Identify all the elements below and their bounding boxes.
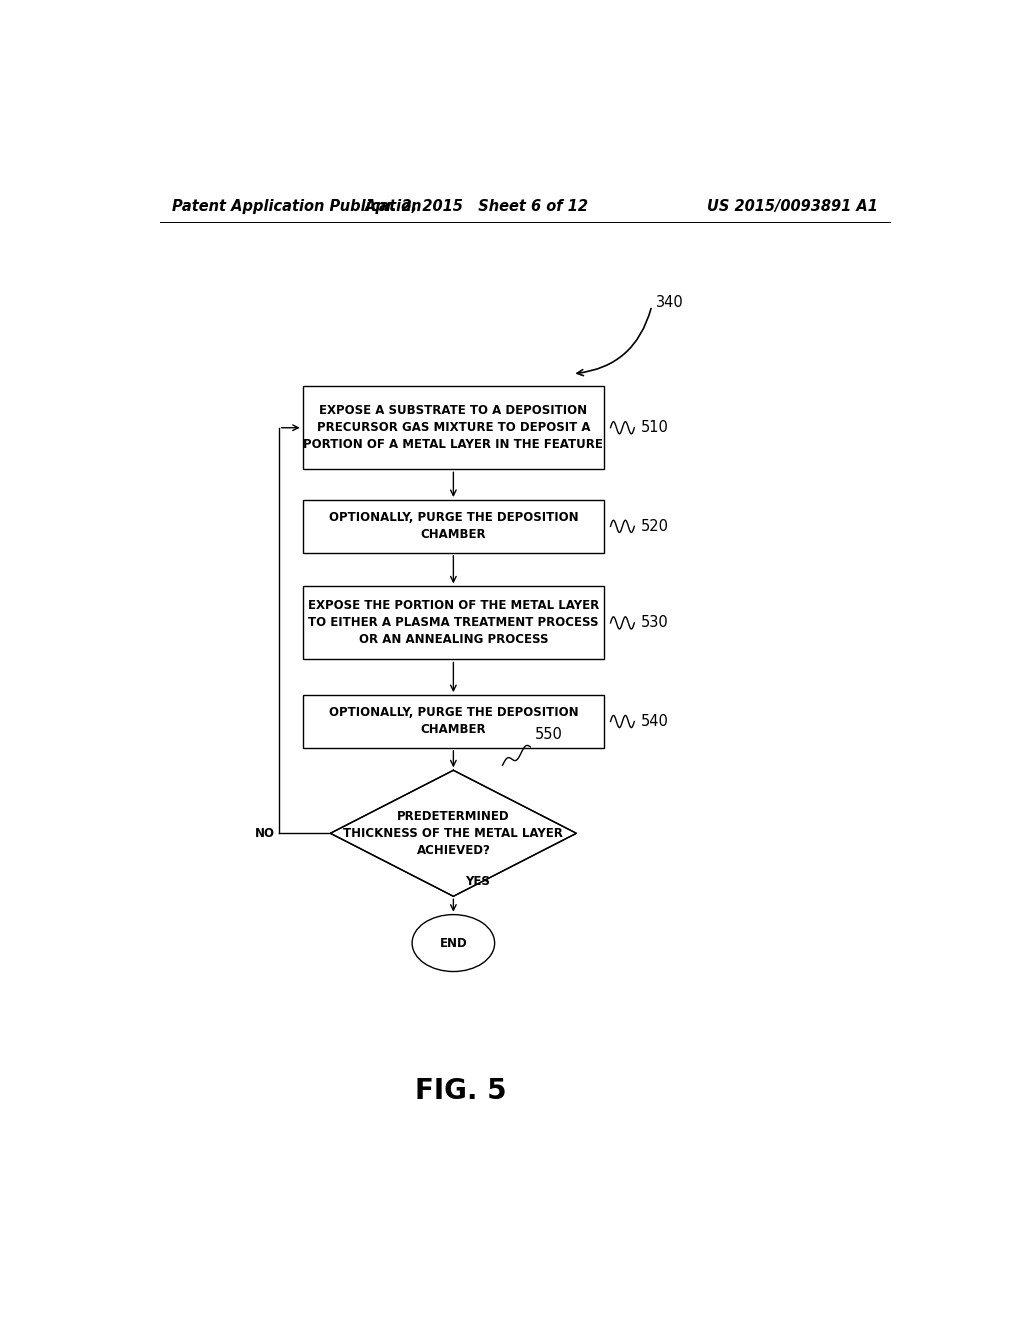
Text: END: END <box>439 937 467 949</box>
Text: 340: 340 <box>655 296 683 310</box>
Text: Apr. 2, 2015   Sheet 6 of 12: Apr. 2, 2015 Sheet 6 of 12 <box>366 199 589 214</box>
Text: Patent Application Publication: Patent Application Publication <box>172 199 421 214</box>
Text: OPTIONALLY, PURGE THE DEPOSITION
CHAMBER: OPTIONALLY, PURGE THE DEPOSITION CHAMBER <box>329 706 579 737</box>
Text: OPTIONALLY, PURGE THE DEPOSITION
CHAMBER: OPTIONALLY, PURGE THE DEPOSITION CHAMBER <box>329 511 579 541</box>
FancyBboxPatch shape <box>303 500 604 553</box>
Text: EXPOSE THE PORTION OF THE METAL LAYER
TO EITHER A PLASMA TREATMENT PROCESS
OR AN: EXPOSE THE PORTION OF THE METAL LAYER TO… <box>308 599 599 647</box>
Text: 550: 550 <box>535 727 562 742</box>
FancyBboxPatch shape <box>303 696 604 748</box>
Text: 530: 530 <box>641 615 669 631</box>
Text: US 2015/0093891 A1: US 2015/0093891 A1 <box>708 199 878 214</box>
Text: FIG. 5: FIG. 5 <box>416 1077 507 1105</box>
FancyBboxPatch shape <box>303 385 604 470</box>
Text: 540: 540 <box>641 714 669 729</box>
Text: PREDETERMINED
THICKNESS OF THE METAL LAYER
ACHIEVED?: PREDETERMINED THICKNESS OF THE METAL LAY… <box>343 809 563 857</box>
Text: 510: 510 <box>641 420 669 436</box>
Polygon shape <box>331 771 577 896</box>
Text: YES: YES <box>465 875 490 887</box>
Ellipse shape <box>412 915 495 972</box>
FancyBboxPatch shape <box>303 586 604 660</box>
Text: 520: 520 <box>641 519 669 533</box>
Text: NO: NO <box>255 826 274 840</box>
Text: EXPOSE A SUBSTRATE TO A DEPOSITION
PRECURSOR GAS MIXTURE TO DEPOSIT A
PORTION OF: EXPOSE A SUBSTRATE TO A DEPOSITION PRECU… <box>303 404 603 451</box>
